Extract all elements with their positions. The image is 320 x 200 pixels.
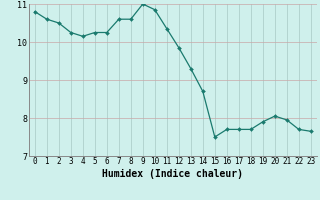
X-axis label: Humidex (Indice chaleur): Humidex (Indice chaleur) [102,169,243,179]
